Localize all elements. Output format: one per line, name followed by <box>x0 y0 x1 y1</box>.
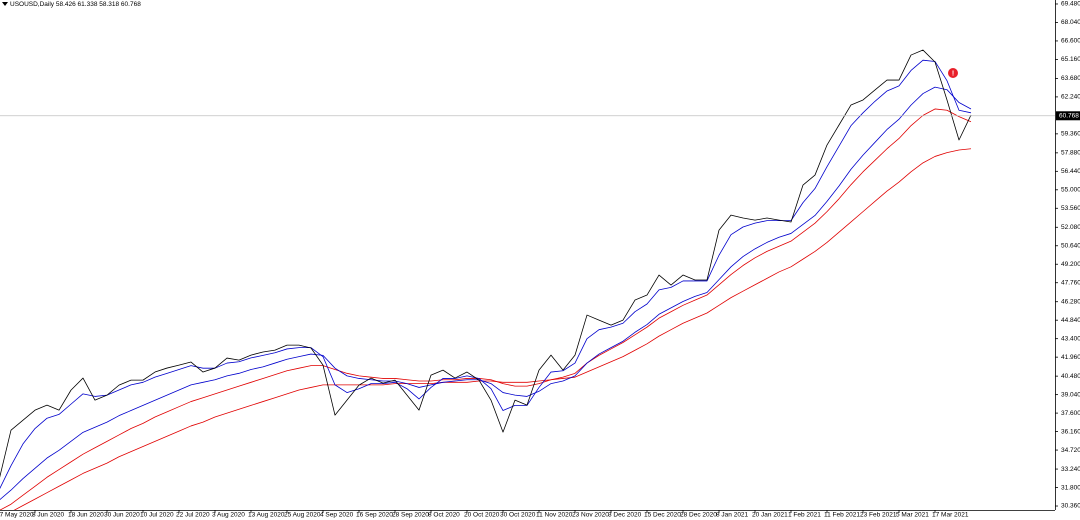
x-tick-label: 27 May 2020 <box>0 512 34 519</box>
y-tick-label: 36.160 <box>1061 428 1080 435</box>
y-tick-label: 47.760 <box>1061 279 1080 286</box>
y-tick-label: 34.720 <box>1061 447 1080 454</box>
y-tick-label: 50.640 <box>1061 242 1080 249</box>
x-tick-label: 3 Aug 2020 <box>212 512 245 519</box>
x-tick-label: 13 Aug 2020 <box>248 512 285 519</box>
x-tick-label: 17 Mar 2021 <box>932 512 969 519</box>
x-tick-label: 22 Jul 2020 <box>176 512 210 519</box>
y-tick-label: 37.600 <box>1061 410 1080 417</box>
chart-title: USOUSD,Daily 58.426 61.338 58.318 60.768 <box>10 1 141 8</box>
series-line <box>0 108 972 510</box>
y-tick-label: 43.400 <box>1061 335 1080 342</box>
y-tick-label: 55.000 <box>1061 187 1080 194</box>
alert-icon[interactable] <box>948 68 958 78</box>
x-tick-label: 8 Jun 2020 <box>32 512 65 519</box>
y-tick-label: 31.800 <box>1061 484 1080 491</box>
x-tick-label: 16 Sep 2020 <box>356 512 393 519</box>
price-label: 60.768 <box>1059 113 1079 120</box>
x-tick-label: 3 Dec 2020 <box>608 512 642 519</box>
x-tick-label: 30 Oct 2020 <box>500 512 536 519</box>
series-line <box>13 148 972 510</box>
x-tick-label: 8 Jan 2021 <box>716 512 749 519</box>
y-tick-label: 40.480 <box>1061 373 1080 380</box>
y-tick-label: 41.960 <box>1061 354 1080 361</box>
x-tick-label: 4 Sep 2020 <box>320 512 354 519</box>
y-tick-label: 52.080 <box>1061 224 1080 231</box>
y-tick-label: 56.440 <box>1061 168 1080 175</box>
y-tick-label: 66.600 <box>1061 38 1080 45</box>
plot-area <box>0 49 972 510</box>
x-tick-label: 30 Jun 2020 <box>104 512 140 519</box>
series-line <box>0 59 972 489</box>
collapse-icon[interactable] <box>2 2 8 6</box>
x-tick-label: 28 Sep 2020 <box>392 512 429 519</box>
x-tick-label: 1 Feb 2021 <box>788 512 821 519</box>
x-tick-label: 23 Nov 2020 <box>572 512 609 519</box>
y-tick-label: 57.880 <box>1061 150 1080 157</box>
y-tick-label: 44.840 <box>1061 317 1080 324</box>
y-tick-label: 33.240 <box>1061 466 1080 473</box>
x-tick-label: 15 Dec 2020 <box>644 512 681 519</box>
y-tick-label: 59.360 <box>1061 131 1080 138</box>
y-tick-label: 69.480 <box>1061 1 1080 8</box>
x-tick-label: 8 Oct 2020 <box>428 512 460 519</box>
y-tick-label: 30.360 <box>1061 503 1080 510</box>
x-tick-label: 25 Aug 2020 <box>284 512 321 519</box>
y-tick-label: 68.040 <box>1061 19 1080 26</box>
x-tick-label: 23 Feb 2021 <box>860 512 897 519</box>
x-tick-label: 20 Oct 2020 <box>464 512 500 519</box>
y-tick-label: 53.560 <box>1061 205 1080 212</box>
series-line <box>0 49 972 478</box>
x-tick-label: 28 Dec 2020 <box>680 512 717 519</box>
y-tick-label: 46.280 <box>1061 298 1080 305</box>
alert-icon-mark: ! <box>952 70 954 77</box>
series-line <box>0 86 972 501</box>
y-tick-label: 49.200 <box>1061 261 1080 268</box>
x-tick-label: 10 Jul 2020 <box>140 512 174 519</box>
y-tick-label: 39.040 <box>1061 391 1080 398</box>
price-label-box <box>1056 111 1080 121</box>
y-tick-label: 65.160 <box>1061 56 1080 63</box>
y-tick-label: 63.680 <box>1061 75 1080 82</box>
x-tick-label: 11 Nov 2020 <box>536 512 573 519</box>
x-tick-label: 20 Jan 2021 <box>752 512 788 519</box>
x-tick-label: 18 Jun 2020 <box>68 512 104 519</box>
y-tick-label: 62.240 <box>1061 94 1080 101</box>
x-tick-label: 5 Mar 2021 <box>896 512 929 519</box>
x-tick-label: 11 Feb 2021 <box>824 512 860 519</box>
